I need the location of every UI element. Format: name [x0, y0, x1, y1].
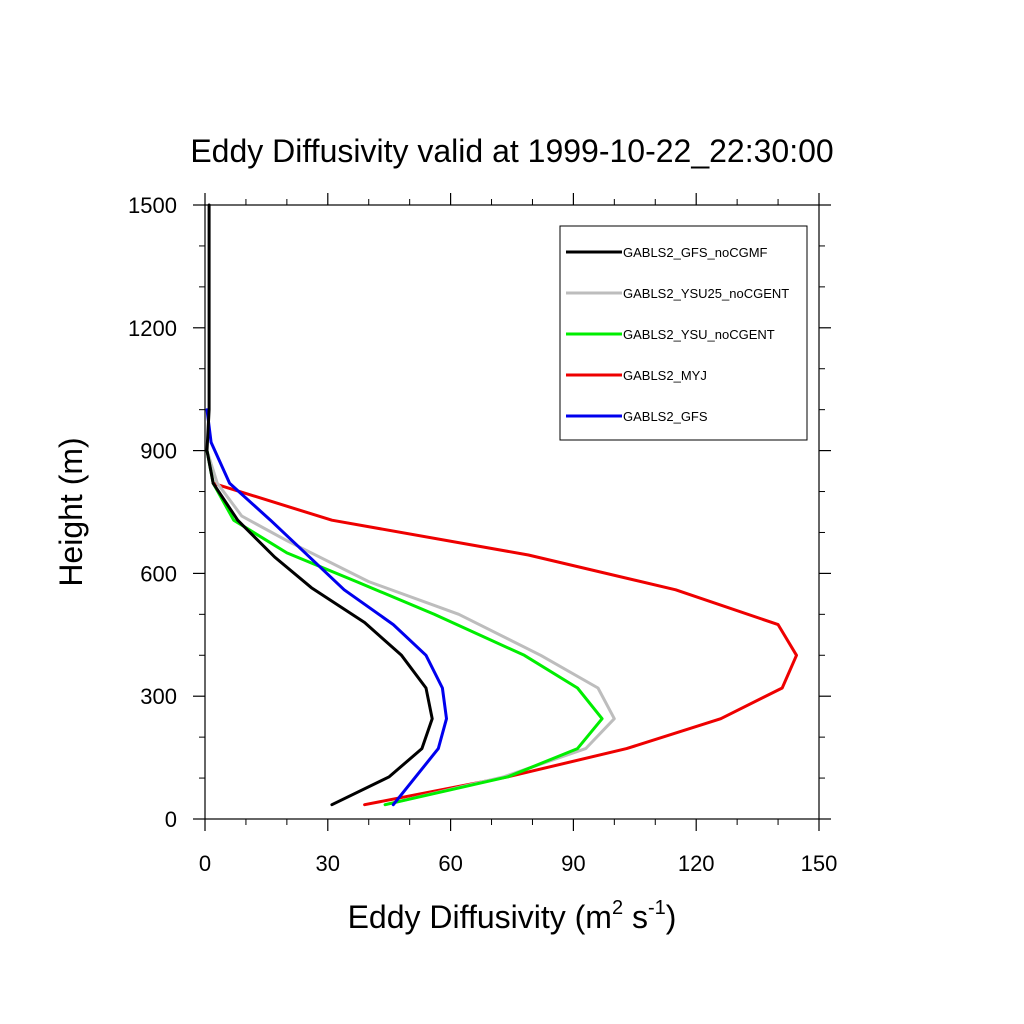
y-tick-label: 300 — [140, 684, 177, 709]
x-tick-label: 90 — [561, 851, 585, 876]
legend: GABLS2_GFS_noCGMF GABLS2_YSU25_noCGENT GAB… — [559, 225, 808, 441]
series-line-gabls2-gfs-nocgmf — [205, 203, 434, 807]
x-tick-label: 150 — [801, 851, 838, 876]
y-tick-label: 900 — [140, 439, 177, 464]
series-lines — [205, 203, 798, 807]
chart-title: Eddy Diffusivity valid at 1999-10-22_22:… — [190, 133, 833, 169]
legend-label: GABLS2_MYJ — [623, 368, 707, 383]
series-line-gabls2-myj — [211, 481, 798, 807]
x-axis-title-sup2: -1 — [648, 897, 666, 919]
series-line-gabls2-gfs — [205, 408, 448, 807]
legend-label: GABLS2_GFS_noCGMF — [623, 245, 768, 260]
x-axis-title-mid: s — [623, 899, 648, 935]
y-tick-label: 0 — [165, 807, 177, 832]
y-tick-label: 1500 — [128, 193, 177, 218]
x-axis-title-end: ) — [666, 899, 677, 935]
x-tick-label: 30 — [316, 851, 340, 876]
y-axis-title: Height (m) — [53, 437, 89, 586]
x-tick-label: 120 — [678, 851, 715, 876]
x-tick-label: 0 — [199, 851, 211, 876]
legend-label: GABLS2_YSU_noCGENT — [623, 327, 775, 342]
plot-frame — [204, 204, 820, 820]
x-axis-title: Eddy Diffusivity (m2 s-1) — [348, 897, 677, 935]
y-tick-label: 600 — [140, 561, 177, 586]
legend-label: GABLS2_YSU25_noCGENT — [623, 286, 789, 301]
legend-label: GABLS2_GFS — [623, 409, 708, 424]
x-axis-title-main: Eddy Diffusivity (m — [348, 899, 612, 935]
y-tick-label: 1200 — [128, 316, 177, 341]
series-line-gabls2-ysu25-nocgent — [205, 449, 616, 807]
plot-border — [204, 204, 820, 820]
x-axis-title-sup1: 2 — [612, 897, 623, 919]
series-line-gabls2-ysu-nocgent — [205, 449, 604, 807]
x-tick-label: 60 — [438, 851, 462, 876]
